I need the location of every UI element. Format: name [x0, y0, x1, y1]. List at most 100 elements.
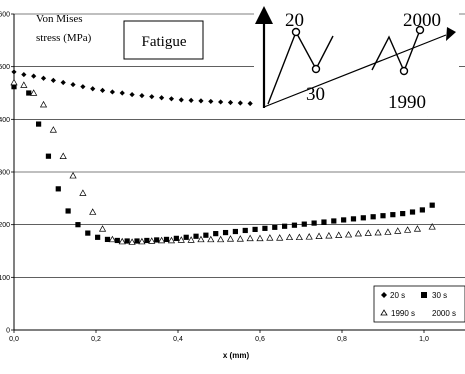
y-tick-label: 100 [0, 275, 10, 282]
data-point-1990s [374, 228, 382, 236]
x-tick-label: 0,2 [91, 336, 101, 343]
data-point-20s [208, 98, 214, 105]
inset-diagonal-arrow [263, 34, 447, 108]
data-point-30s [134, 238, 140, 244]
data-point-30s [282, 223, 288, 229]
x-tick-labels: 0,0 0,2 0,4 0,6 0,8 1,0 [9, 336, 429, 343]
inset-point-2000 [415, 25, 425, 35]
data-point-30s [301, 221, 307, 227]
inset-label-2000: 2000 [403, 10, 441, 31]
data-point-30s [252, 226, 258, 233]
data-point-30s [291, 222, 298, 228]
y-axis-label-line-2: stress (MPa) [36, 32, 92, 44]
data-point-20s [99, 87, 106, 93]
legend-marker-30s [421, 292, 427, 298]
inset-diagonal-arrowhead-icon [446, 27, 456, 41]
inset-label-30: 30 [306, 84, 325, 105]
data-point-1990s [404, 226, 412, 233]
data-point-30s [154, 237, 160, 243]
data-point-1990s [49, 126, 57, 133]
y-tick-label: 300 [0, 170, 10, 177]
legend-label-20s: 20 s [390, 291, 405, 300]
legend-marker-20s [381, 292, 387, 298]
data-point-30s [370, 214, 376, 220]
data-point-30s [419, 207, 425, 213]
data-point-30s [232, 228, 238, 235]
data-point-30s [55, 186, 61, 192]
data-point-20s [119, 90, 125, 96]
data-point-20s [227, 99, 234, 106]
y-tick-label: 400 [0, 117, 10, 124]
data-point-1990s [354, 229, 362, 237]
y-axis-label: Von Mises stress (MPa) [36, 13, 92, 44]
data-point-30s [400, 211, 406, 217]
data-point-30s [331, 218, 337, 224]
data-point-1990s [177, 236, 185, 243]
data-point-1990s [384, 228, 392, 235]
data-point-1990s [217, 235, 225, 243]
data-point-20s [40, 75, 47, 81]
data-point-30s [390, 212, 396, 218]
data-point-30s [173, 235, 179, 241]
y-tick-label: 600 [0, 12, 10, 19]
data-point-1990s [428, 223, 436, 230]
data-point-30s [242, 227, 248, 234]
data-point-1990s [226, 235, 235, 242]
data-point-30s [321, 219, 327, 225]
data-point-30s [85, 230, 91, 236]
x-tick-label: 0,4 [173, 336, 183, 343]
x-tick-label: 0,8 [337, 336, 347, 343]
fatigue-box [123, 20, 204, 60]
data-point-20s [218, 99, 224, 105]
data-point-20s [50, 77, 56, 83]
data-point-30s [26, 90, 32, 96]
data-point-1990s [236, 235, 244, 242]
data-point-1990s [89, 208, 97, 215]
data-point-1990s [30, 89, 38, 96]
data-point-30s [36, 121, 42, 127]
data-point-1990s [108, 235, 116, 243]
fatigue-annotation: Fatigue [123, 20, 204, 60]
data-point-1990s [39, 100, 48, 108]
data-point-30s [262, 225, 268, 231]
y-tick-label: 0 [6, 328, 10, 335]
data-point-20s [80, 84, 86, 90]
fatigue-label: Fatigue [142, 34, 187, 50]
data-point-30s [144, 237, 150, 244]
data-point-20s [139, 93, 145, 99]
data-point-1990s [256, 234, 264, 242]
data-point-1990s [59, 152, 67, 159]
data-point-1990s [118, 237, 126, 245]
data-point-1990s [207, 235, 215, 243]
data-point-30s [75, 222, 81, 228]
data-markers [10, 69, 436, 245]
data-point-1990s [148, 237, 156, 244]
legend-box [373, 285, 465, 323]
data-point-1990s [413, 225, 422, 232]
data-point-30s [311, 220, 317, 226]
data-point-1990s [344, 230, 353, 238]
data-point-1990s [246, 234, 254, 242]
data-point-30s [163, 236, 170, 243]
data-point-30s [350, 216, 357, 222]
data-point-30s [203, 232, 209, 238]
data-point-30s [124, 238, 130, 244]
data-point-20s [31, 73, 37, 79]
data-point-30s [360, 215, 366, 221]
data-point-30s [45, 153, 52, 159]
data-point-1990s [197, 235, 205, 243]
data-point-20s [178, 97, 184, 103]
inset-point-1990 [399, 66, 409, 76]
data-point-1990s [98, 225, 107, 232]
inset-point-20 [291, 27, 301, 37]
legend: 20 s 30 s 1990 s 2000 s [373, 285, 465, 323]
data-point-1990s [69, 171, 77, 179]
inset-cycle-wave-early [267, 30, 334, 105]
y-axis-label-line-1: Von Mises [36, 13, 83, 25]
data-point-1990s [305, 233, 313, 240]
inset-point-30 [311, 64, 321, 74]
y-tick-labels: 0 100 200 300 400 500 600 [0, 12, 10, 335]
data-point-1990s [315, 232, 323, 240]
data-point-1990s [364, 229, 372, 236]
